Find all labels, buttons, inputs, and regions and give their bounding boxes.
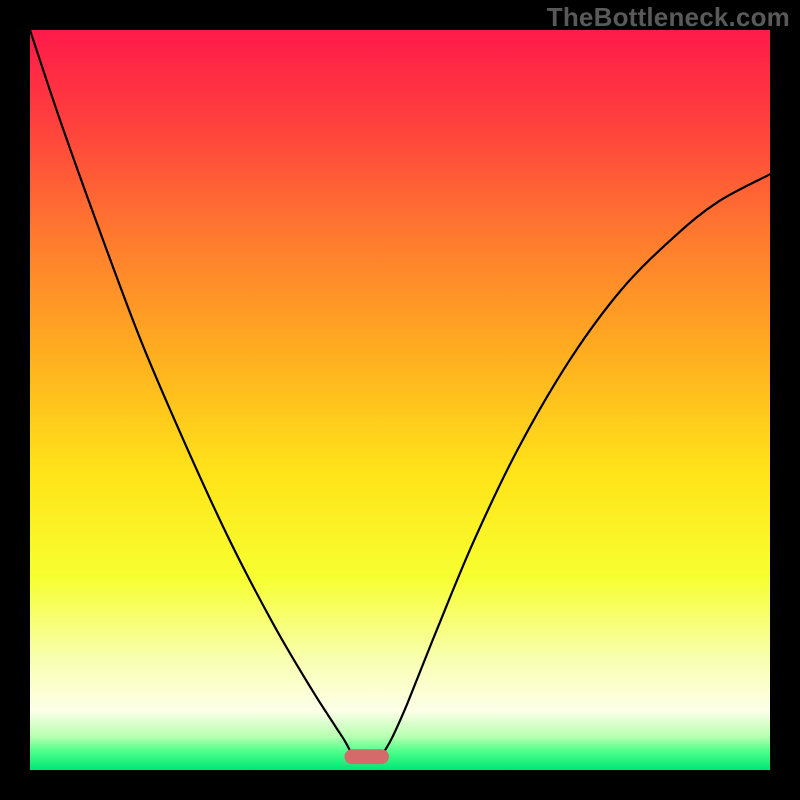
bottleneck-chart — [0, 0, 800, 800]
minimum-marker — [345, 749, 389, 764]
plot-background — [30, 30, 770, 770]
watermark-text: TheBottleneck.com — [547, 2, 790, 33]
chart-frame: TheBottleneck.com — [0, 0, 800, 800]
